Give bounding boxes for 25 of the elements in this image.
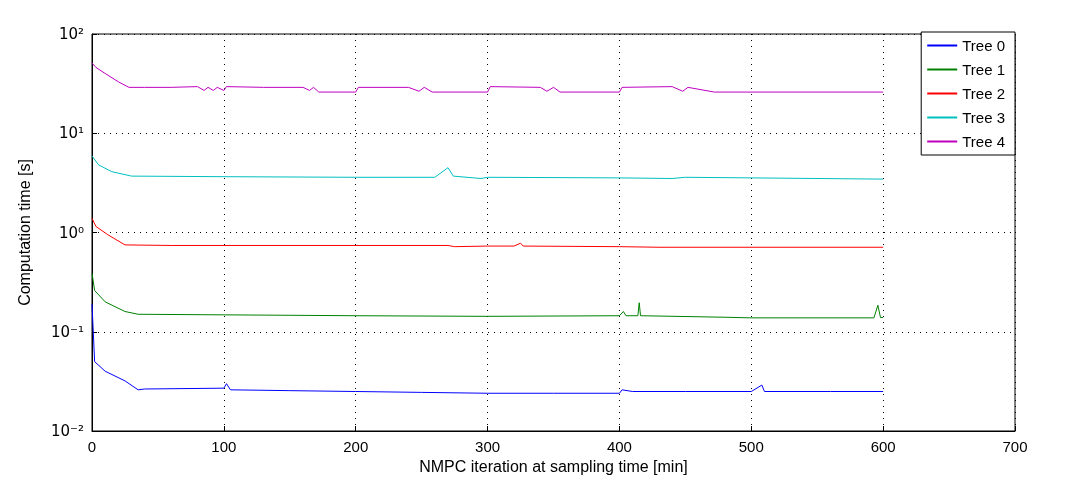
y-tick-label: 10⁻¹	[50, 322, 84, 341]
y-tick-label: 10⁻²	[50, 422, 84, 440]
x-tick-label: 600	[870, 438, 896, 455]
line-series	[91, 155, 884, 180]
legend-label: Tree 0	[962, 37, 1005, 54]
line-series	[91, 217, 884, 248]
x-axis-title: NMPC iteration at sampling time [min]	[419, 458, 688, 476]
x-tick-label: 700	[1002, 438, 1028, 455]
legend-label: Tree 3	[962, 109, 1005, 126]
x-tick-label: 500	[738, 438, 764, 455]
line-series	[91, 62, 884, 93]
line-series	[91, 272, 884, 319]
x-tick-label: 100	[211, 438, 237, 455]
y-axis-title: Computation time [s]	[15, 159, 33, 306]
line-series	[91, 303, 884, 394]
x-tick-label: 200	[343, 438, 369, 455]
x-tick-label: 400	[606, 438, 632, 455]
x-tick-label: 300	[475, 438, 501, 455]
x-tick-label: 0	[87, 438, 97, 455]
legend-label: Tree 4	[962, 133, 1005, 150]
legend-label: Tree 2	[962, 85, 1005, 102]
y-tick-label: 10²	[58, 25, 84, 43]
y-tick-label: 10¹	[58, 124, 84, 143]
legend-label: Tree 1	[962, 61, 1005, 78]
y-tick-label: 10⁰	[58, 223, 84, 242]
